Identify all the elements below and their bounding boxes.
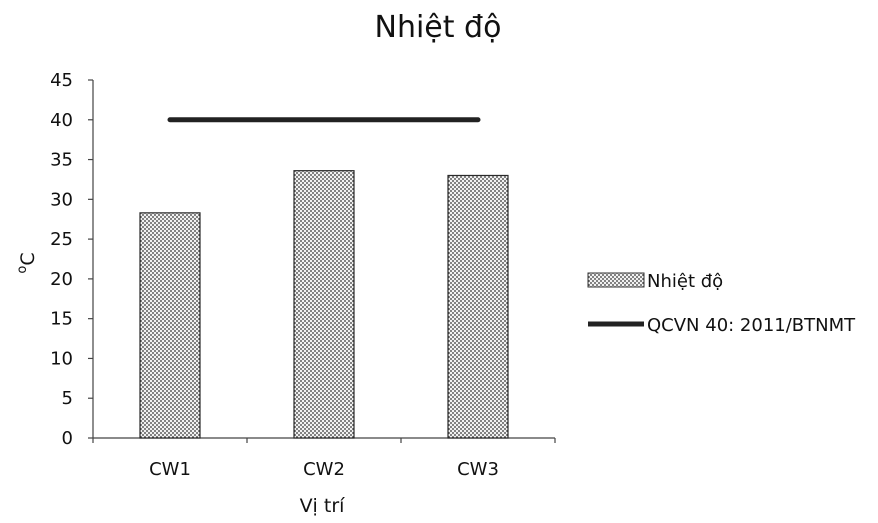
y-tick-label: 10 <box>50 348 73 369</box>
legend-swatch-bar <box>587 272 645 288</box>
y-tick-label: 20 <box>50 269 73 290</box>
y-tick-label: 15 <box>50 309 73 330</box>
y-axis-unit: C <box>17 252 39 265</box>
x-tick-label: CW2 <box>303 459 345 480</box>
y-tick-label: 0 <box>62 428 73 449</box>
bar-cw3 <box>447 174 509 439</box>
svg-text:oC: oC <box>15 252 39 273</box>
plot-area: 0 5 10 15 20 25 30 35 40 45 CW1 CW2 CW3 <box>50 70 556 480</box>
y-axis-degree-symbol: o <box>15 266 30 274</box>
bar-cw1 <box>139 212 201 439</box>
y-tick-label: 45 <box>50 70 73 91</box>
x-axis-title: Vị trí <box>300 495 346 517</box>
legend: Nhiệt độ QCVN 40: 2011/BTNMT <box>587 271 856 336</box>
x-tick-label: CW3 <box>457 459 499 480</box>
y-tick-label: 35 <box>50 150 73 171</box>
y-tick-label: 5 <box>62 388 73 409</box>
y-axis-title: oC <box>15 252 39 273</box>
y-tick-label: 25 <box>50 229 73 250</box>
y-tick-label: 40 <box>50 110 73 131</box>
bar-cw2 <box>293 170 355 439</box>
legend-label-bar: Nhiệt độ <box>647 271 723 292</box>
y-tick-label: 30 <box>50 189 73 210</box>
x-tick-label: CW1 <box>149 459 191 480</box>
legend-label-line: QCVN 40: 2011/BTNMT <box>647 315 856 336</box>
chart-title: Nhiệt độ <box>375 10 502 45</box>
